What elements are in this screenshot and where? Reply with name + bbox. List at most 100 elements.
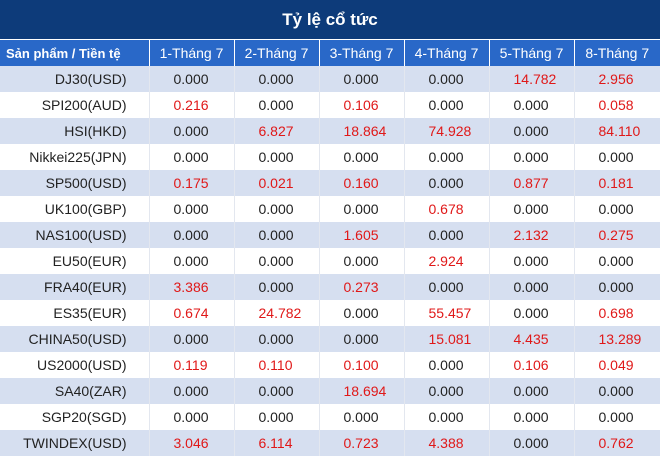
dividend-value-cell: 0.000 — [149, 378, 235, 404]
dividend-value-cell: 24.782 — [234, 300, 320, 326]
dividend-value-cell: 0.000 — [404, 274, 490, 300]
dividend-value-cell: 0.698 — [574, 300, 660, 326]
dividend-value-cell: 18.864 — [319, 118, 405, 144]
dividend-value-cell: 2.956 — [574, 66, 660, 92]
table-row: CHINA50(USD) 0.000 0.000 0.000 15.081 4.435 13… — [0, 326, 660, 352]
table-row: FRA40(EUR) 3.386 0.000 0.273 0.000 0.000 0.000 — [0, 274, 660, 300]
table-body: DJ30(USD) 0.000 0.000 0.000 0.000 14.782 2.956… — [0, 66, 660, 456]
dividend-value-cell: 84.110 — [574, 118, 660, 144]
dividend-value-cell: 0.000 — [149, 66, 235, 92]
dividend-value-cell: 0.000 — [149, 196, 235, 222]
column-header-day: 8-Tháng 7 — [574, 40, 660, 66]
dividend-value-cell: 0.674 — [149, 300, 235, 326]
dividend-value-cell: 0.273 — [319, 274, 405, 300]
dividend-value-cell: 0.000 — [404, 404, 490, 430]
product-cell: US2000(USD) — [0, 352, 150, 378]
table-row: NAS100(USD) 0.000 0.000 1.605 0.000 2.132 0.27… — [0, 222, 660, 248]
dividend-value-cell: 0.000 — [234, 66, 320, 92]
dividend-value-cell: 0.275 — [574, 222, 660, 248]
dividend-value-cell: 0.723 — [319, 430, 405, 456]
dividend-value-cell: 3.386 — [149, 274, 235, 300]
product-cell: FRA40(EUR) — [0, 274, 150, 300]
dividend-value-cell: 0.000 — [319, 326, 405, 352]
dividend-value-cell: 0.119 — [149, 352, 235, 378]
dividend-value-cell: 2.924 — [404, 248, 490, 274]
dividend-value-cell: 0.021 — [234, 170, 320, 196]
dividend-value-cell: 0.000 — [319, 300, 405, 326]
product-cell: Nikkei225(JPN) — [0, 144, 150, 170]
dividend-value-cell: 0.000 — [489, 248, 575, 274]
product-cell: NAS100(USD) — [0, 222, 150, 248]
dividend-value-cell: 0.000 — [404, 222, 490, 248]
product-cell: SA40(ZAR) — [0, 378, 150, 404]
column-header-product: Sản phẩm / Tiền tệ — [0, 40, 150, 66]
dividend-value-cell: 0.762 — [574, 430, 660, 456]
product-cell: SGP20(SGD) — [0, 404, 150, 430]
dividend-value-cell: 0.000 — [574, 144, 660, 170]
dividend-value-cell: 0.000 — [319, 144, 405, 170]
dividend-value-cell: 0.000 — [234, 248, 320, 274]
column-header-day: 4-Tháng 7 — [404, 40, 490, 66]
dividend-value-cell: 0.000 — [319, 404, 405, 430]
dividend-value-cell: 0.000 — [489, 274, 575, 300]
product-cell: ES35(EUR) — [0, 300, 150, 326]
product-cell: CHINA50(USD) — [0, 326, 150, 352]
dividend-value-cell: 4.435 — [489, 326, 575, 352]
dividend-value-cell: 0.110 — [234, 352, 320, 378]
column-header-day: 3-Tháng 7 — [319, 40, 405, 66]
table-row: SPI200(AUD) 0.216 0.000 0.106 0.000 0.000 0.05… — [0, 92, 660, 118]
dividend-value-cell: 0.216 — [149, 92, 235, 118]
table-row: TWINDEX(USD) 3.046 6.114 0.723 4.388 0.000 0.7… — [0, 430, 660, 456]
dividend-value-cell: 0.000 — [149, 404, 235, 430]
dividend-value-cell: 0.160 — [319, 170, 405, 196]
dividend-value-cell: 0.000 — [149, 144, 235, 170]
dividend-value-cell: 0.000 — [404, 66, 490, 92]
dividend-value-cell: 0.000 — [574, 248, 660, 274]
table-row: SGP20(SGD) 0.000 0.000 0.000 0.000 0.000 0.000 — [0, 404, 660, 430]
header-row: Sản phẩm / Tiền tệ 1-Tháng 7 2-Tháng 7 3… — [0, 40, 660, 66]
dividend-value-cell: 6.114 — [234, 430, 320, 456]
table-row: EU50(EUR) 0.000 0.000 0.000 2.924 0.000 0.000 — [0, 248, 660, 274]
dividend-value-cell: 3.046 — [149, 430, 235, 456]
dividend-value-cell: 0.000 — [574, 404, 660, 430]
dividend-value-cell: 0.058 — [574, 92, 660, 118]
dividend-value-cell: 0.000 — [404, 378, 490, 404]
dividend-value-cell: 0.000 — [404, 92, 490, 118]
dividend-value-cell: 13.289 — [574, 326, 660, 352]
dividend-value-cell: 0.000 — [489, 404, 575, 430]
table-row: HSI(HKD) 0.000 6.827 18.864 74.928 0.000 84.11… — [0, 118, 660, 144]
product-cell: SPI200(AUD) — [0, 92, 150, 118]
column-header-day: 2-Tháng 7 — [234, 40, 320, 66]
dividend-value-cell: 0.000 — [234, 144, 320, 170]
product-cell: TWINDEX(USD) — [0, 430, 150, 456]
dividend-value-cell: 1.605 — [319, 222, 405, 248]
product-cell: SP500(USD) — [0, 170, 150, 196]
table-row: ES35(EUR) 0.674 24.782 0.000 55.457 0.000 0.69… — [0, 300, 660, 326]
dividend-value-cell: 0.000 — [489, 430, 575, 456]
dividend-value-cell: 0.100 — [319, 352, 405, 378]
dividend-value-cell: 0.106 — [319, 92, 405, 118]
dividend-value-cell: 0.000 — [319, 248, 405, 274]
dividend-value-cell: 55.457 — [404, 300, 490, 326]
dividend-value-cell: 0.000 — [489, 92, 575, 118]
dividend-value-cell: 0.000 — [234, 404, 320, 430]
table-row: DJ30(USD) 0.000 0.000 0.000 0.000 14.782 2.956 — [0, 66, 660, 92]
table-title: Tỷ lệ cổ tức — [0, 0, 660, 40]
dividend-value-cell: 0.678 — [404, 196, 490, 222]
table-row: SP500(USD) 0.175 0.021 0.160 0.000 0.877 0.181 — [0, 170, 660, 196]
dividend-value-cell: 0.000 — [489, 300, 575, 326]
dividend-value-cell: 0.000 — [319, 196, 405, 222]
dividend-value-cell: 0.000 — [149, 326, 235, 352]
dividend-value-cell: 4.388 — [404, 430, 490, 456]
dividend-value-cell: 0.181 — [574, 170, 660, 196]
dividend-value-cell: 0.000 — [404, 170, 490, 196]
dividend-value-cell: 0.000 — [404, 144, 490, 170]
dividend-value-cell: 0.000 — [489, 118, 575, 144]
table-row: US2000(USD) 0.119 0.110 0.100 0.000 0.106 0.04… — [0, 352, 660, 378]
dividend-value-cell: 14.782 — [489, 66, 575, 92]
dividend-value-cell: 6.827 — [234, 118, 320, 144]
column-header-day: 5-Tháng 7 — [489, 40, 575, 66]
table-row: SA40(ZAR) 0.000 0.000 18.694 0.000 0.000 0.000 — [0, 378, 660, 404]
dividend-value-cell: 0.000 — [149, 222, 235, 248]
